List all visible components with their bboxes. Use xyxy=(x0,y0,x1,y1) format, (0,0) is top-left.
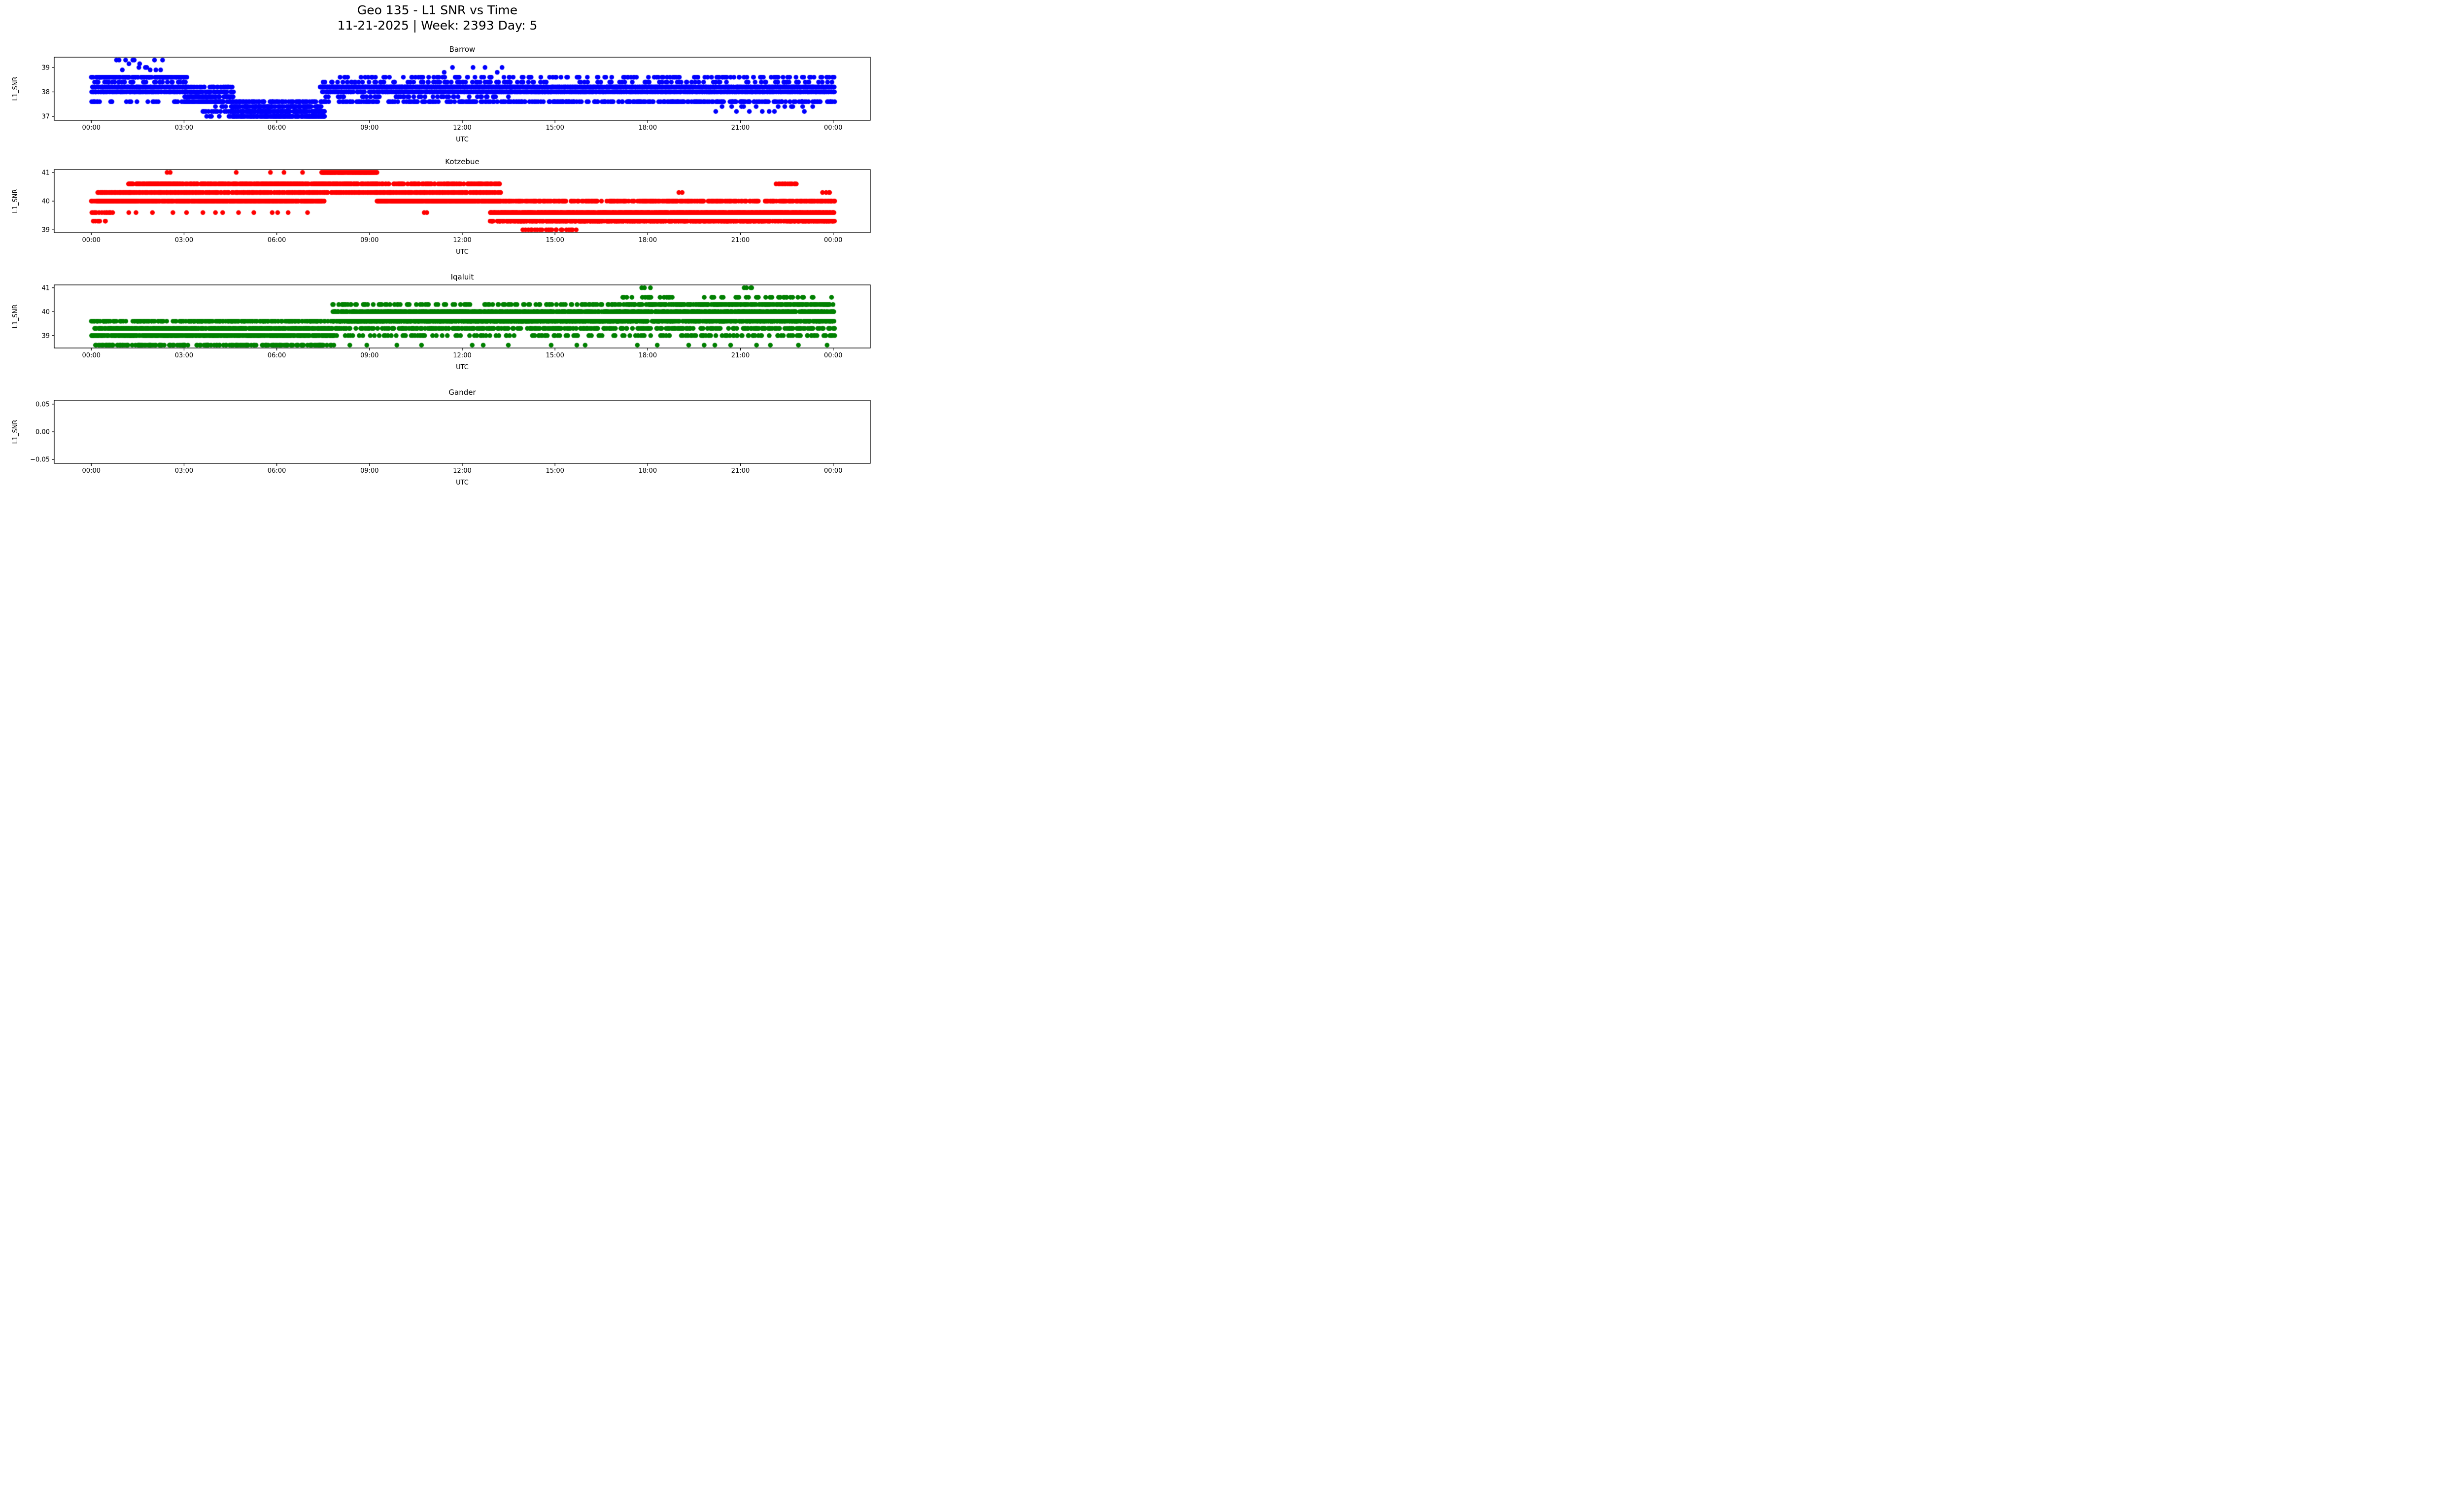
y-axis-label-gander: L1_SNR xyxy=(12,419,19,444)
scatter-canvas-kotzebue xyxy=(54,170,870,233)
x-tick-label-iqaluit: 03:00 xyxy=(175,352,193,359)
x-tick-label-iqaluit: 00:00 xyxy=(824,352,842,359)
y-tick-label-gander: −0.05 xyxy=(30,456,50,464)
x-tick-label-iqaluit: 12:00 xyxy=(453,352,471,359)
scatter-canvas-iqaluit xyxy=(54,285,870,348)
x-tick-label-kotzebue: 00:00 xyxy=(824,237,842,244)
x-tick-label-gander: 12:00 xyxy=(453,467,471,475)
scatter-canvas-gander xyxy=(54,400,870,463)
y-axis-label-kotzebue: L1_SNR xyxy=(12,189,19,213)
x-tick-label-barrow: 00:00 xyxy=(82,124,101,132)
y-tick-label-barrow: 38 xyxy=(41,89,50,96)
subplot-title-gander: Gander xyxy=(448,388,476,397)
y-tick-label-kotzebue: 40 xyxy=(41,198,50,206)
x-tick-label-gander: 21:00 xyxy=(731,467,750,475)
x-tick-label-barrow: 00:00 xyxy=(824,124,842,132)
y-tick-label-barrow: 39 xyxy=(41,64,50,71)
x-axis-label-kotzebue: UTC xyxy=(456,248,469,256)
x-tick-label-iqaluit: 00:00 xyxy=(82,352,101,359)
x-tick-label-kotzebue: 06:00 xyxy=(268,237,286,244)
x-tick-label-gander: 00:00 xyxy=(824,467,842,475)
x-tick-label-kotzebue: 03:00 xyxy=(175,237,193,244)
x-tick-label-barrow: 18:00 xyxy=(639,124,657,132)
y-tick-label-iqaluit: 40 xyxy=(41,309,50,316)
subplot-title-iqaluit: Iqaluit xyxy=(450,273,474,281)
x-tick-label-iqaluit: 09:00 xyxy=(360,352,378,359)
x-tick-label-gander: 06:00 xyxy=(268,467,286,475)
x-tick-label-barrow: 21:00 xyxy=(731,124,750,132)
subplot-title-kotzebue: Kotzebue xyxy=(445,157,479,166)
y-axis-label-barrow: L1_SNR xyxy=(12,76,19,101)
y-axis-label-iqaluit: L1_SNR xyxy=(12,304,19,329)
x-tick-label-gander: 18:00 xyxy=(639,467,657,475)
x-tick-label-kotzebue: 18:00 xyxy=(639,237,657,244)
subplot-title-barrow: Barrow xyxy=(449,45,476,54)
axes-layer: 00:00 03:00 06:00 09:00 12:00 15:00 18:00 21:00… xyxy=(30,57,871,475)
x-axis-label-gander: UTC xyxy=(456,479,469,487)
x-tick-label-gander: 03:00 xyxy=(175,467,193,475)
x-tick-label-barrow: 06:00 xyxy=(268,124,286,132)
figure-title-line2: 11-21-2025 | Week: 2393 Day: 5 xyxy=(337,18,538,33)
y-tick-label-barrow: 37 xyxy=(41,113,50,121)
x-tick-label-kotzebue: 00:00 xyxy=(82,237,101,244)
x-tick-label-kotzebue: 12:00 xyxy=(453,237,471,244)
x-tick-label-barrow: 12:00 xyxy=(453,124,471,132)
x-tick-label-iqaluit: 18:00 xyxy=(639,352,657,359)
x-tick-label-kotzebue: 21:00 xyxy=(731,237,750,244)
x-tick-label-kotzebue: 09:00 xyxy=(360,237,378,244)
x-tick-label-barrow: 09:00 xyxy=(360,124,378,132)
x-tick-label-gander: 00:00 xyxy=(82,467,101,475)
x-tick-label-gander: 15:00 xyxy=(546,467,564,475)
y-tick-label-kotzebue: 39 xyxy=(41,227,50,234)
y-tick-label-gander: 0.00 xyxy=(35,429,50,436)
x-tick-label-iqaluit: 06:00 xyxy=(268,352,286,359)
y-tick-label-iqaluit: 41 xyxy=(41,284,50,292)
y-tick-label-kotzebue: 41 xyxy=(41,169,50,176)
x-axis-label-iqaluit: UTC xyxy=(456,364,469,371)
x-tick-label-iqaluit: 15:00 xyxy=(546,352,564,359)
x-tick-label-gander: 09:00 xyxy=(360,467,378,475)
y-tick-label-iqaluit: 39 xyxy=(41,332,50,340)
x-tick-label-kotzebue: 15:00 xyxy=(546,237,564,244)
figure-title-line1: Geo 135 - L1 SNR vs Time xyxy=(357,3,518,17)
x-tick-label-barrow: 03:00 xyxy=(175,124,193,132)
x-axis-label-barrow: UTC xyxy=(456,136,469,143)
x-tick-label-barrow: 15:00 xyxy=(546,124,564,132)
y-tick-label-gander: 0.05 xyxy=(35,401,50,408)
scatter-canvas-barrow xyxy=(54,57,870,120)
x-tick-label-iqaluit: 21:00 xyxy=(731,352,750,359)
figure: Geo 135 - L1 SNR vs Time 11-21-2025 | We… xyxy=(0,0,875,498)
